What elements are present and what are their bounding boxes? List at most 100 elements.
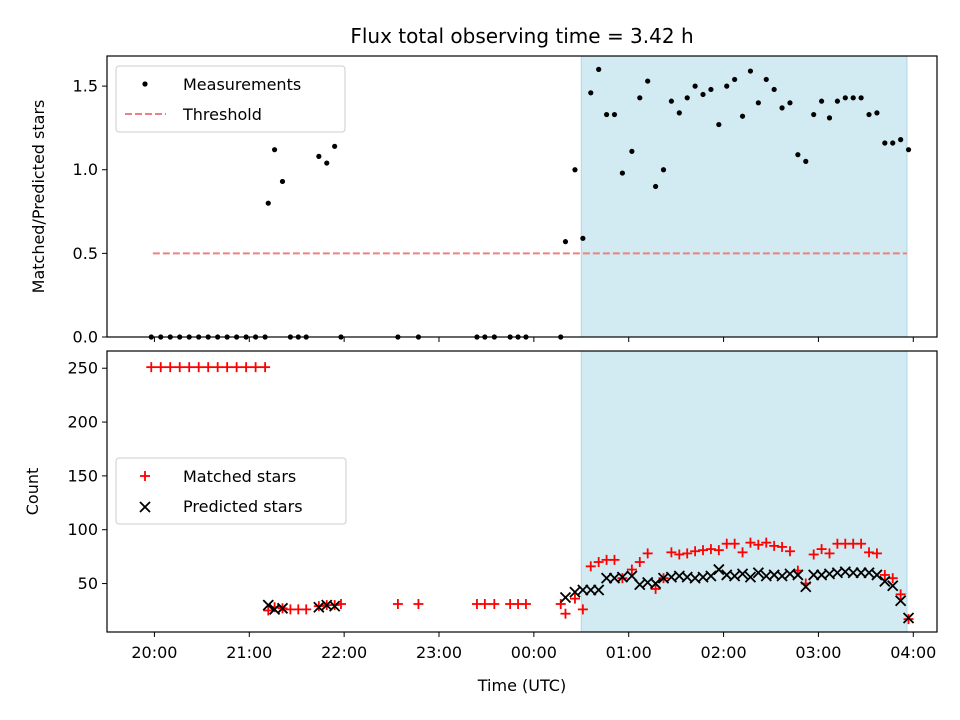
predicted-star-point xyxy=(313,601,325,613)
matched-star-point xyxy=(212,362,223,373)
measurement-point xyxy=(898,137,904,143)
matched-star-point xyxy=(713,545,724,556)
matched-star-point xyxy=(698,545,709,556)
matched-star-point xyxy=(761,537,772,548)
measurement-point xyxy=(692,83,698,89)
top-y-tick-label: 0.0 xyxy=(73,328,98,347)
measurement-point xyxy=(858,95,864,101)
matched-star-point xyxy=(650,583,661,594)
measurement-point xyxy=(811,111,817,118)
predicted-star-point xyxy=(902,612,915,624)
legend-matched-plus xyxy=(140,471,150,481)
measurement-point xyxy=(779,105,785,111)
matched-star-point xyxy=(816,544,827,555)
measurement-point xyxy=(660,167,667,173)
matched-star-point xyxy=(146,362,157,373)
matched-star-point xyxy=(479,599,490,610)
predicted-star-point xyxy=(744,571,757,583)
predicted-star-point xyxy=(569,586,581,598)
predicted-star-point xyxy=(895,595,907,607)
measurement-point xyxy=(652,183,659,190)
top-axes-frame xyxy=(106,55,938,338)
x-tick-label: 04:00 xyxy=(890,643,936,662)
predicted-star-point xyxy=(329,600,341,612)
measurement-point xyxy=(724,83,730,89)
matched-star-point xyxy=(560,608,571,619)
measurement-point xyxy=(619,170,625,176)
matched-star-point xyxy=(593,557,604,568)
matched-star-point xyxy=(231,362,242,373)
measurement-point xyxy=(596,66,602,72)
legend-predicted-marker xyxy=(139,501,151,513)
x-tick-label: 02:00 xyxy=(701,643,747,662)
top-y-tick-label: 1.0 xyxy=(73,160,98,179)
matched-star-point xyxy=(577,604,588,615)
measurement-point xyxy=(771,86,777,93)
measurement-point xyxy=(700,91,706,98)
legend-matched-label: Matched stars xyxy=(183,467,296,486)
matched-star-point xyxy=(674,549,685,560)
predicted-star-point xyxy=(705,570,717,582)
predicted-star-point xyxy=(736,568,749,580)
measurement-point xyxy=(739,113,746,119)
bottom-x-ticks: 20:00 21:00 22:00 23:00 00:00 01:00 02:00 03:00… xyxy=(131,632,936,662)
matched-star-point xyxy=(769,540,780,551)
bottom-y-ticks: 50 100 150 200 250 xyxy=(67,359,107,593)
matched-star-point xyxy=(489,599,500,610)
matched-star-point xyxy=(879,569,890,580)
top-legend: Measurements Threshold xyxy=(115,65,346,133)
measurement-point xyxy=(905,147,912,153)
measurement-point xyxy=(716,121,722,128)
measurement-point xyxy=(637,95,643,101)
measurement-point xyxy=(572,167,578,173)
bottom-observing-window-shade xyxy=(580,350,908,633)
matched-star-point xyxy=(626,564,637,575)
measurement-point xyxy=(332,143,338,149)
measurement-point xyxy=(562,239,569,245)
matched-star-point xyxy=(413,599,424,610)
matched-star-point xyxy=(184,362,195,373)
matched-star-point xyxy=(241,362,252,373)
matched-star-point xyxy=(729,538,740,549)
matched-star-point xyxy=(301,604,312,615)
predicted-star-point xyxy=(262,599,274,611)
measurement-point xyxy=(668,98,675,104)
measurement-point xyxy=(603,111,610,118)
measurement-point xyxy=(611,111,618,118)
matched-star-point xyxy=(856,538,867,549)
legend-predicted-cross xyxy=(139,501,151,513)
measurement-point xyxy=(588,90,594,96)
matched-star-point xyxy=(642,548,653,559)
predicted-stars-points xyxy=(262,563,915,624)
bottom-y-tick-label: 250 xyxy=(67,359,98,378)
x-tick-label: 00:00 xyxy=(511,643,557,662)
predicted-star-point xyxy=(776,570,788,582)
legend-matched-marker xyxy=(140,471,150,481)
measurement-point xyxy=(324,160,330,166)
predicted-star-point xyxy=(649,577,662,590)
x-axis-label: Time (UTC) xyxy=(477,676,566,695)
measurement-point xyxy=(316,153,322,159)
matched-star-point xyxy=(808,549,819,560)
top-observing-window-shade xyxy=(580,55,908,338)
bottom-y-tick-label: 200 xyxy=(67,413,98,432)
measurement-point xyxy=(826,115,833,121)
measurement-point xyxy=(265,200,271,206)
top-y-tick-label: 1.5 xyxy=(73,77,98,96)
measurement-point xyxy=(763,76,769,83)
matched-star-point xyxy=(864,547,875,558)
predicted-star-point xyxy=(729,570,741,582)
x-tick-label: 22:00 xyxy=(321,643,367,662)
matched-star-point xyxy=(609,554,620,565)
top-y-tick-label: 0.5 xyxy=(73,244,98,263)
measurement-point xyxy=(803,158,809,164)
matched-star-point xyxy=(569,593,580,604)
bottom-panel: 50 100 150 200 250 20:00 21:00 22:00 23:00 00:00… xyxy=(23,350,938,695)
matched-star-point xyxy=(666,547,677,558)
measurement-point xyxy=(645,78,651,84)
matched-star-point xyxy=(777,541,788,552)
measurement-point xyxy=(834,98,841,104)
measurement-point xyxy=(850,95,856,101)
x-tick-label: 21:00 xyxy=(226,643,272,662)
matched-star-point xyxy=(155,362,166,373)
